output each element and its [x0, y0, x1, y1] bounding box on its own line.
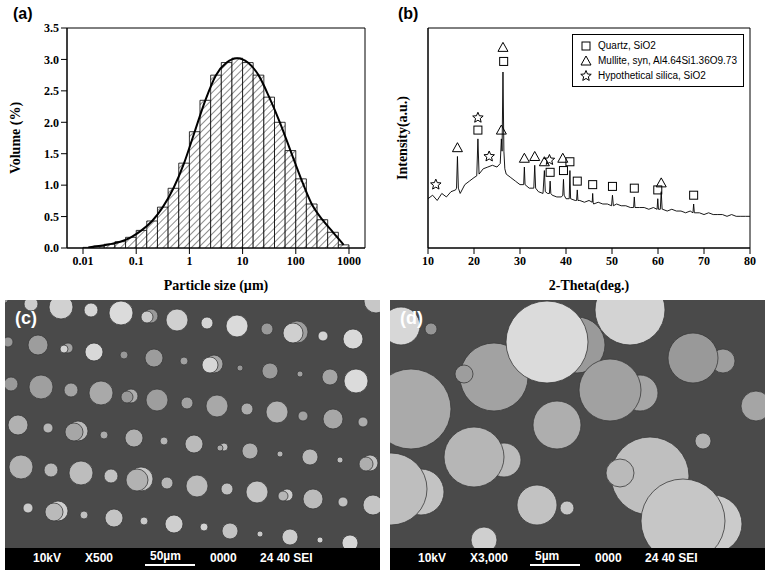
svg-text:1.5: 1.5 — [44, 147, 59, 161]
svg-text:(d): (d) — [400, 308, 423, 328]
svg-text:Volume (%): Volume (%) — [8, 102, 24, 175]
svg-text:0.1: 0.1 — [129, 254, 144, 268]
svg-text:10kV: 10kV — [418, 551, 446, 565]
svg-text:0000: 0000 — [595, 551, 622, 565]
svg-text:1: 1 — [186, 254, 192, 268]
html-text:Hypothetical silica, SiO2: Hypothetical silica, SiO2 — [598, 70, 706, 81]
html-text:(a): (a) — [13, 5, 33, 22]
svg-text:50µm: 50µm — [150, 549, 181, 563]
svg-text:24 40 SEI: 24 40 SEI — [645, 551, 698, 565]
html-text:(b): (b) — [398, 5, 419, 22]
html-text:Quartz, SiO2: Quartz, SiO2 — [598, 40, 656, 51]
svg-text:10: 10 — [237, 254, 249, 268]
svg-text:X3,000: X3,000 — [470, 551, 508, 565]
svg-text:Intensity(a.u.): Intensity(a.u.) — [395, 96, 411, 180]
svg-text:0.5: 0.5 — [44, 210, 59, 224]
svg-text:50: 50 — [606, 254, 618, 268]
svg-text:X500: X500 — [85, 551, 113, 565]
svg-text:(c): (c) — [15, 308, 37, 328]
svg-text:80: 80 — [744, 254, 756, 268]
svg-text:3.0: 3.0 — [44, 53, 59, 67]
svg-text:0.0: 0.0 — [44, 241, 59, 255]
svg-text:1000: 1000 — [337, 254, 361, 268]
svg-text:100: 100 — [287, 254, 305, 268]
svg-text:30: 30 — [514, 254, 526, 268]
svg-text:5µm: 5µm — [535, 549, 559, 563]
svg-text:40: 40 — [560, 254, 572, 268]
svg-text:1.0: 1.0 — [44, 178, 59, 192]
svg-text:70: 70 — [698, 254, 710, 268]
svg-text:0.01: 0.01 — [73, 254, 94, 268]
svg-text:3.5: 3.5 — [44, 21, 59, 35]
svg-text:2-Theta(deg.): 2-Theta(deg.) — [549, 278, 630, 294]
svg-text:2.0: 2.0 — [44, 116, 59, 130]
svg-text:Particle size (µm): Particle size (µm) — [164, 278, 269, 294]
svg-text:2.5: 2.5 — [44, 84, 59, 98]
svg-text:10: 10 — [422, 254, 434, 268]
svg-text:20: 20 — [468, 254, 480, 268]
svg-text:10kV: 10kV — [33, 551, 61, 565]
svg-text:60: 60 — [652, 254, 664, 268]
html-text:Mullite, syn, Al4.64Si1.36O9.7: Mullite, syn, Al4.64Si1.36O9.73 — [598, 55, 737, 66]
svg-text:0000: 0000 — [210, 551, 237, 565]
svg-text:24 40 SEI: 24 40 SEI — [260, 551, 313, 565]
